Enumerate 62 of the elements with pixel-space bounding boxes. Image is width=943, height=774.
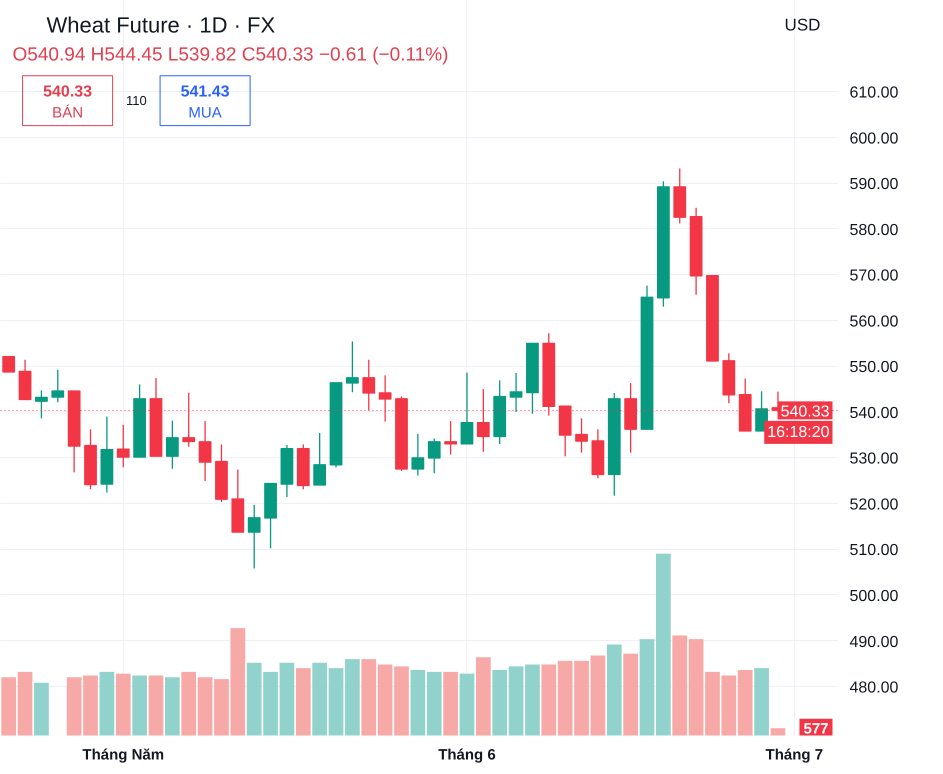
y-tick-label: 500.00 [850, 588, 899, 605]
candlestick [444, 420, 457, 456]
x-tick-label: Tháng 7 [766, 746, 824, 764]
bar [361, 659, 376, 736]
y-tick-label: 510.00 [850, 542, 899, 560]
candlestick [51, 369, 64, 403]
y-tick-label: 520.00 [850, 496, 899, 514]
y-tick-label: 480.00 [850, 680, 899, 697]
bar [410, 670, 426, 736]
bar [476, 657, 491, 736]
annotation: 541.43 [180, 84, 230, 101]
annotation: 110 [126, 93, 147, 108]
candlestick [428, 438, 441, 474]
annotation: 16:18:20 [767, 424, 830, 441]
bar [296, 668, 311, 736]
candlestick [346, 340, 359, 393]
candlestick [510, 372, 522, 413]
y-tick-label: 490.00 [850, 634, 899, 651]
bar [426, 672, 442, 736]
candlestick [575, 418, 588, 454]
candlestick [198, 420, 212, 482]
y-tick-label: 570.00 [850, 268, 899, 285]
bar [770, 728, 786, 736]
text: 577 [803, 720, 829, 738]
bar [606, 644, 622, 736]
text: Wheat Future · 1D · FX [46, 12, 276, 38]
x-tick-label: Tháng Năm [82, 746, 164, 764]
y-tick-label: 540.00 [850, 404, 899, 422]
bar [541, 664, 556, 736]
x-tick-label: Tháng 6 [438, 746, 496, 764]
bar [34, 682, 49, 736]
candlestick [248, 504, 261, 570]
y-tick-label: 600.00 [850, 130, 899, 148]
text: O540.94 H544.45 L539.82 C540.33 −0.61 (−0.11%) [12, 44, 448, 66]
bar [460, 674, 474, 736]
bar [443, 672, 458, 736]
bar [148, 675, 164, 736]
bar [132, 675, 147, 736]
bar [738, 670, 753, 736]
candlestick [460, 372, 474, 445]
y-tick-label: 550.00 [850, 359, 899, 376]
annotation: MUA [188, 104, 222, 122]
annotation: USD [784, 16, 820, 35]
candlestick [166, 420, 179, 470]
bar [100, 672, 114, 736]
y-tick-label: 590.00 [850, 176, 899, 194]
bar [623, 654, 638, 736]
bar [164, 677, 180, 736]
bar [116, 674, 131, 736]
annotation: 540.33 [43, 84, 92, 101]
candlestick [35, 390, 48, 419]
candlestick [313, 432, 326, 486]
annotation: BÁN [52, 104, 84, 122]
candlestick [411, 433, 424, 476]
y-tick-label: 560.00 [850, 313, 899, 330]
y-tick-label: 580.00 [850, 222, 899, 239]
bar [754, 668, 769, 736]
y-tick-label: 610.00 [850, 84, 899, 102]
ref-line-label: 540.33 [780, 403, 830, 420]
y-tick-label: 530.00 [850, 450, 899, 468]
candlestick [2, 356, 16, 373]
candlestick [116, 424, 130, 468]
